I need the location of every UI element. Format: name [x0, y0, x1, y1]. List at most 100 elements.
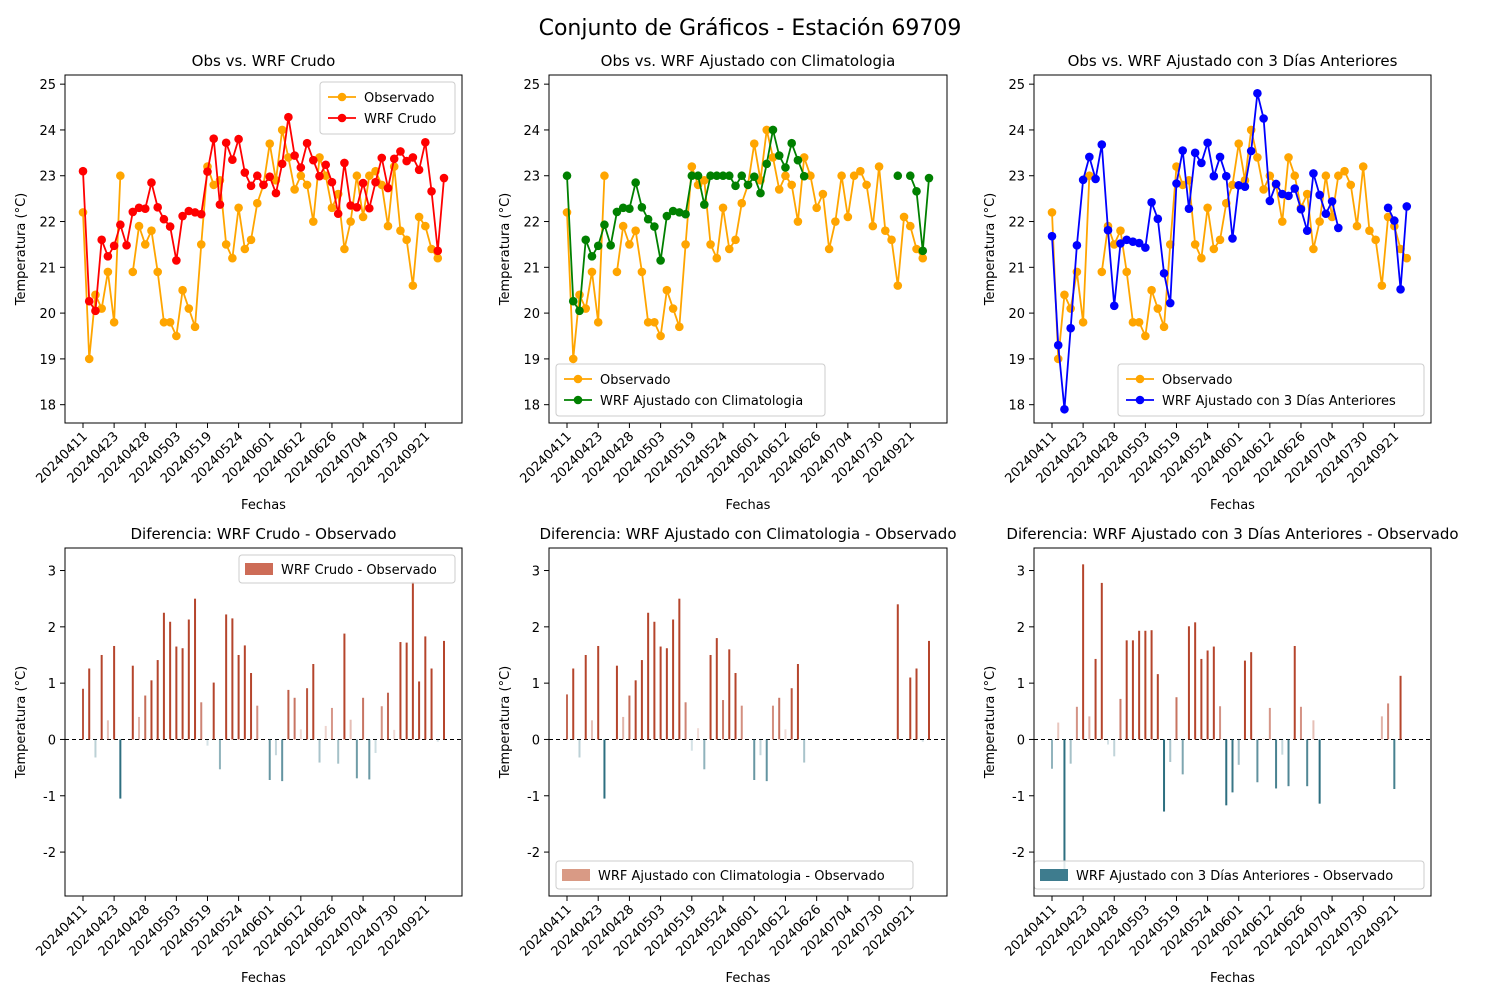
- data-point: [190, 322, 200, 332]
- bar: [1113, 739, 1116, 757]
- data-point: [893, 171, 903, 181]
- bar: [909, 677, 912, 740]
- data-point: [1078, 317, 1088, 327]
- data-point: [668, 304, 678, 313]
- data-point: [1259, 114, 1268, 123]
- bar: [634, 680, 637, 740]
- data-point: [1091, 174, 1100, 184]
- bar: [82, 688, 84, 740]
- data-point: [315, 171, 324, 181]
- data-point: [656, 256, 665, 265]
- data-point: [383, 183, 393, 193]
- bar: [672, 619, 675, 740]
- bar: [1275, 739, 1278, 789]
- data-point: [793, 217, 803, 226]
- data-point: [1215, 152, 1225, 162]
- data-point: [1253, 89, 1262, 98]
- y-tick-label: -2: [1012, 846, 1025, 861]
- bar: [1175, 697, 1178, 740]
- data-point: [631, 178, 640, 187]
- bar: [156, 660, 159, 740]
- data-point: [1172, 179, 1181, 188]
- data-point: [618, 221, 628, 231]
- bar: [256, 705, 259, 740]
- data-point: [1116, 239, 1125, 248]
- bar: [368, 739, 371, 780]
- y-tick-label: -2: [43, 846, 56, 861]
- data-point: [84, 354, 94, 364]
- data-point: [687, 162, 697, 171]
- data-point: [172, 331, 181, 341]
- legend-swatch-marker: [1135, 374, 1145, 384]
- bar: [640, 660, 643, 740]
- data-point: [1085, 152, 1094, 162]
- data-point: [1253, 153, 1262, 162]
- legend-frame: [555, 363, 826, 417]
- data-point: [837, 171, 846, 181]
- bar: [330, 707, 333, 740]
- data-point: [290, 185, 299, 194]
- chart-title: Obs vs. WRF Ajustado con Climatologia: [601, 52, 896, 70]
- data-point: [408, 281, 418, 290]
- data-point: [1209, 171, 1219, 181]
- data-point: [178, 285, 187, 295]
- axes-frame: [64, 547, 463, 897]
- data-point: [321, 171, 331, 181]
- bar: [144, 695, 147, 740]
- bar: [287, 689, 290, 740]
- bar: [181, 648, 184, 740]
- bar: [740, 705, 743, 740]
- data-point: [147, 178, 156, 187]
- bar: [1256, 739, 1259, 783]
- legend: WRF Crudo - Observado: [238, 554, 456, 584]
- data-point: [1159, 322, 1169, 332]
- bar: [1219, 706, 1222, 740]
- legend: WRF Ajustado con 3 Días Anteriores - Obs…: [1033, 860, 1425, 890]
- bar: [1100, 582, 1103, 740]
- data-point: [849, 171, 859, 181]
- data-point: [749, 139, 759, 148]
- data-point: [593, 317, 603, 327]
- data-point: [277, 159, 287, 169]
- y-tick-label: 2: [532, 621, 540, 636]
- data-point: [781, 163, 790, 172]
- data-point: [737, 171, 747, 181]
- data-point: [637, 203, 647, 212]
- series-line: [1387, 206, 1408, 290]
- bar: [647, 612, 650, 740]
- data-point: [321, 160, 331, 170]
- data-point: [1066, 323, 1075, 333]
- data-point: [612, 267, 622, 277]
- data-point: [581, 235, 591, 245]
- data-point: [918, 253, 928, 263]
- data-point: [1047, 208, 1057, 217]
- data-point: [1284, 153, 1293, 162]
- y-tick-label: 0: [1017, 733, 1025, 748]
- data-point: [122, 241, 131, 250]
- data-point: [408, 153, 418, 162]
- bar: [355, 739, 358, 779]
- data-point: [587, 252, 597, 261]
- data-point: [1365, 226, 1374, 235]
- bar: [734, 673, 737, 740]
- series-line: [566, 175, 606, 359]
- bar: [1387, 703, 1390, 740]
- bar: [659, 646, 662, 740]
- data-point: [1165, 298, 1175, 308]
- data-point: [706, 240, 715, 249]
- data-point: [756, 188, 765, 198]
- data-point: [228, 155, 237, 165]
- data-point: [377, 153, 387, 163]
- y-axis-label: Temperatura (°C): [498, 666, 513, 779]
- bar: [1082, 564, 1085, 740]
- y-tick-label: 0: [48, 733, 56, 748]
- y-axis-label: Temperatura (°C): [983, 666, 998, 779]
- chart-title: Obs vs. WRF Ajustado con 3 Días Anterior…: [1068, 52, 1398, 70]
- data-point: [252, 198, 262, 208]
- bar: [94, 739, 97, 758]
- bar: [1057, 722, 1060, 740]
- y-tick-label: 20: [1008, 307, 1025, 322]
- bar: [1131, 640, 1134, 740]
- bar: [293, 697, 296, 740]
- data-point: [793, 155, 803, 165]
